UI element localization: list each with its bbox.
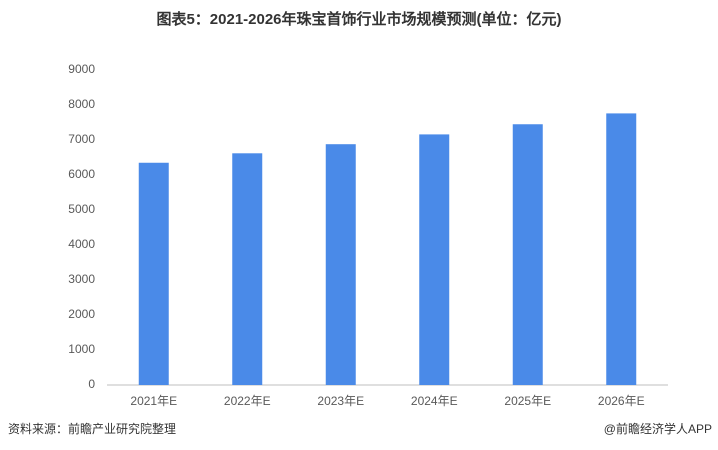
y-tick-label: 1000	[68, 342, 95, 356]
bar	[138, 162, 169, 385]
y-tick-label: 9000	[68, 62, 95, 76]
x-tick-label: 2022年E	[224, 394, 271, 408]
chart-title: 图表5：2021-2026年珠宝首饰行业市场规模预测(单位：亿元)	[156, 10, 561, 28]
x-tick-label: 2026年E	[598, 394, 645, 408]
brand-note: @前瞻经济学人APP	[604, 421, 712, 436]
bar	[419, 134, 450, 385]
bar	[606, 113, 637, 386]
bar	[232, 153, 263, 385]
y-tick-label: 0	[88, 377, 95, 391]
y-tick-label: 2000	[68, 307, 95, 321]
y-tick-label: 3000	[68, 272, 95, 286]
y-tick-label: 6000	[68, 167, 95, 181]
x-tick-label: 2023年E	[317, 394, 364, 408]
y-tick-label: 5000	[68, 202, 95, 216]
x-tick-label: 2025年E	[504, 394, 551, 408]
y-tick-label: 4000	[68, 237, 95, 251]
bar	[512, 124, 543, 385]
source-note: 资料来源：前瞻产业研究院整理	[8, 421, 176, 436]
y-tick-label: 7000	[68, 132, 95, 146]
x-tick-label: 2024年E	[411, 394, 458, 408]
x-tick-label: 2021年E	[130, 394, 177, 408]
bar	[325, 144, 356, 385]
y-tick-label: 8000	[68, 97, 95, 111]
